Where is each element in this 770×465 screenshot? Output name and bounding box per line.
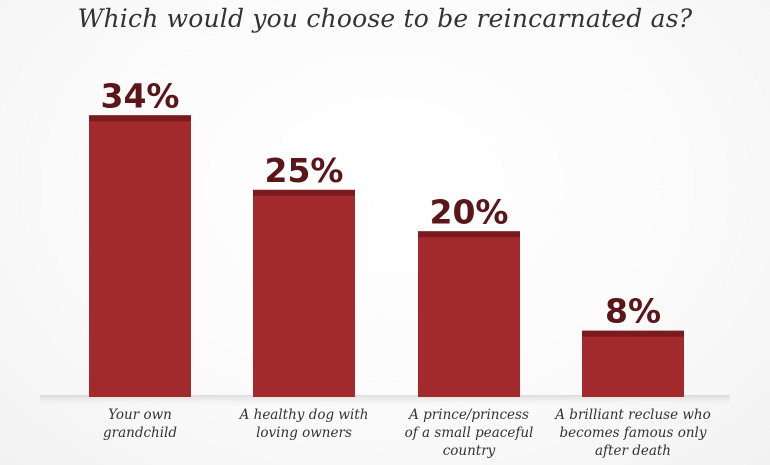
bar-group: 34% Your own grandchild (89, 76, 191, 441)
category-label-line: loving owners (256, 425, 352, 441)
bar-group: 20% A prince/princess of a small peaceful c… (405, 192, 534, 459)
category-label: A brilliant recluse who becomes famous on… (553, 407, 710, 459)
bar-top-edge (253, 189, 355, 196)
category-label-line: A prince/princess (407, 407, 529, 423)
category-label: Your own grandchild (103, 407, 177, 441)
category-label-line: grandchild (103, 425, 177, 441)
bar (253, 189, 355, 397)
category-label-line: Your own (108, 407, 172, 423)
bar (418, 231, 520, 397)
bar (582, 330, 684, 397)
category-label: A healthy dog with loving owners (238, 407, 369, 441)
bar-top-edge (89, 115, 191, 122)
data-label: 34% (101, 76, 180, 115)
category-label-line: A brilliant recluse who (553, 407, 710, 423)
chart-title: Which would you choose to be reincarnate… (77, 4, 693, 33)
bar-top-edge (582, 330, 684, 337)
category-label-line: of a small peaceful (405, 425, 534, 441)
category-label-line: after death (595, 443, 671, 459)
data-label: 8% (605, 292, 661, 331)
category-label-line: becomes famous only (560, 425, 707, 441)
data-label: 25% (265, 151, 344, 190)
bar (89, 115, 191, 398)
bar-top-edge (418, 231, 520, 238)
bar-group: 8% A brilliant recluse who becomes famous … (553, 292, 710, 459)
category-label-line: A healthy dog with (238, 407, 369, 423)
category-label: A prince/princess of a small peaceful coun… (405, 407, 534, 459)
bar-group: 25% A healthy dog with loving owners (238, 151, 369, 441)
chart-floor-shadow (40, 395, 730, 409)
category-label-line: country (443, 443, 496, 459)
data-label: 20% (430, 192, 509, 231)
